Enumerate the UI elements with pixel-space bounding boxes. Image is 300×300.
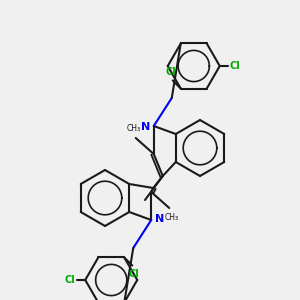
Text: Cl: Cl xyxy=(129,269,140,280)
Text: N: N xyxy=(155,214,164,224)
Text: Cl: Cl xyxy=(64,275,75,285)
Text: Cl: Cl xyxy=(230,61,241,71)
Text: CH₃: CH₃ xyxy=(127,124,141,133)
Text: N: N xyxy=(140,122,150,132)
Text: CH₃: CH₃ xyxy=(164,213,178,222)
Text: Cl: Cl xyxy=(165,67,176,76)
